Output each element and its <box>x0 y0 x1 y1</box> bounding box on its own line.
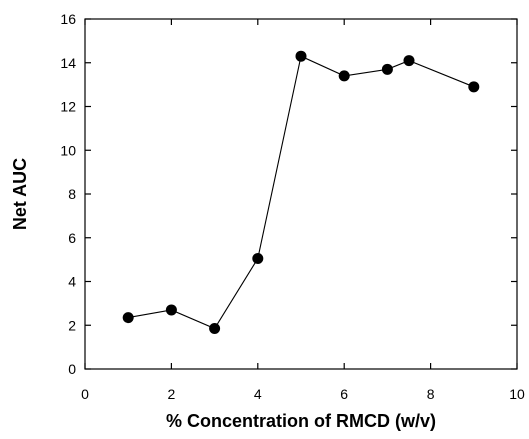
data-point <box>165 304 177 316</box>
y-axis-title: Net AUC <box>10 158 30 230</box>
series-line <box>128 55 475 330</box>
y-tick-label: 2 <box>68 317 76 333</box>
y-tick-label: 4 <box>68 274 76 290</box>
y-tick-label: 0 <box>68 361 76 377</box>
data-point <box>403 55 415 67</box>
data-point <box>209 323 221 335</box>
y-tick-label: 12 <box>60 99 76 115</box>
y-tick-label: 10 <box>60 142 76 158</box>
x-tick-label: 4 <box>254 386 262 402</box>
x-tick-label: 10 <box>509 386 525 402</box>
data-point <box>381 63 393 75</box>
y-tick-label: 6 <box>68 230 76 246</box>
y-tick-label: 16 <box>60 11 76 27</box>
y-tick-label: 8 <box>68 186 76 202</box>
data-point <box>295 50 307 62</box>
data-point <box>122 312 134 324</box>
x-tick-label: 0 <box>81 386 89 402</box>
plot-frame <box>84 18 518 370</box>
x-tick-label: 2 <box>168 386 176 402</box>
y-tick-label: 14 <box>60 55 76 71</box>
data-point <box>468 81 480 93</box>
ticks-layer: 0 2 4 6 8 10 12 14 16 0 2 4 6 8 10 <box>60 11 525 402</box>
x-axis-title: % Concentration of RMCD (w/v) <box>166 411 436 431</box>
data-point <box>252 253 264 265</box>
data-point <box>338 70 350 82</box>
x-tick-label: 8 <box>427 386 435 402</box>
series-layer <box>122 50 480 335</box>
x-tick-label: 6 <box>340 386 348 402</box>
